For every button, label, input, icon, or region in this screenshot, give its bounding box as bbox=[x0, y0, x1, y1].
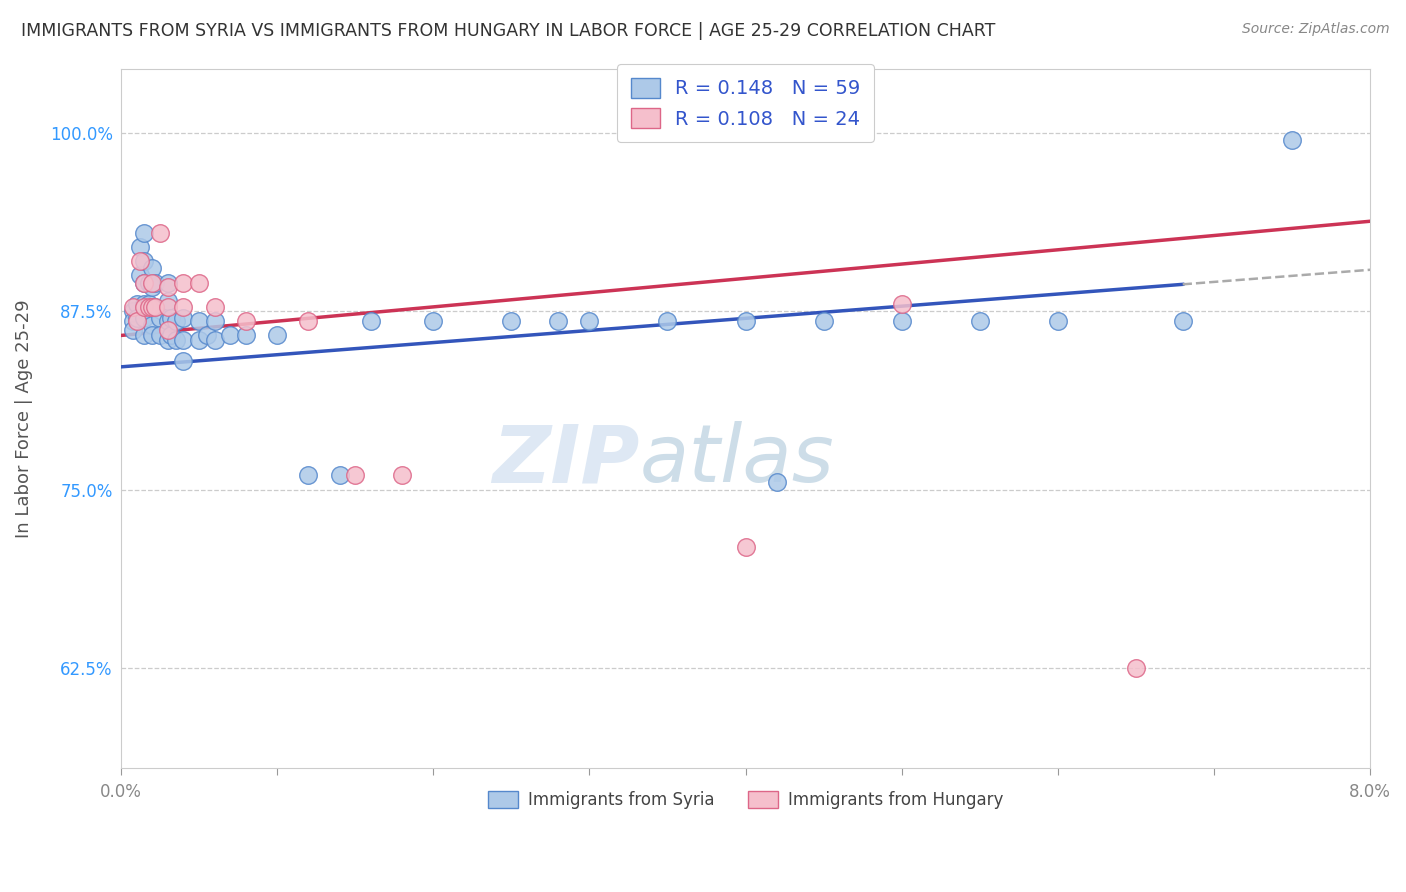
Point bbox=[204, 314, 226, 328]
Point bbox=[143, 300, 166, 314]
Point bbox=[578, 314, 600, 328]
Point bbox=[172, 311, 194, 326]
Point bbox=[141, 318, 163, 333]
Point bbox=[765, 475, 787, 490]
Point bbox=[138, 297, 160, 311]
Text: ZIP: ZIP bbox=[492, 421, 640, 500]
Point bbox=[134, 276, 156, 290]
Point bbox=[122, 300, 145, 314]
Text: atlas: atlas bbox=[640, 421, 834, 500]
Point bbox=[134, 254, 156, 268]
Point bbox=[195, 328, 218, 343]
Point bbox=[134, 311, 156, 326]
Point bbox=[128, 268, 150, 283]
Point bbox=[156, 314, 179, 328]
Point bbox=[297, 468, 319, 483]
Text: IMMIGRANTS FROM SYRIA VS IMMIGRANTS FROM HUNGARY IN LABOR FORCE | AGE 25-29 CORR: IMMIGRANTS FROM SYRIA VS IMMIGRANTS FROM… bbox=[21, 22, 995, 40]
Point bbox=[235, 328, 257, 343]
Point bbox=[657, 314, 679, 328]
Point bbox=[422, 314, 444, 328]
Point bbox=[165, 333, 187, 347]
Point bbox=[344, 468, 367, 483]
Legend: Immigrants from Syria, Immigrants from Hungary: Immigrants from Syria, Immigrants from H… bbox=[481, 784, 1010, 815]
Point bbox=[141, 300, 163, 314]
Point bbox=[266, 328, 288, 343]
Point bbox=[172, 333, 194, 347]
Point bbox=[204, 300, 226, 314]
Point bbox=[134, 226, 156, 240]
Point bbox=[360, 314, 382, 328]
Point bbox=[141, 276, 163, 290]
Point bbox=[172, 276, 194, 290]
Point bbox=[156, 333, 179, 347]
Point bbox=[141, 328, 163, 343]
Point bbox=[125, 311, 148, 326]
Point bbox=[235, 314, 257, 328]
Point bbox=[172, 300, 194, 314]
Point bbox=[156, 300, 179, 314]
Point bbox=[172, 354, 194, 368]
Point bbox=[734, 314, 756, 328]
Point bbox=[1171, 314, 1194, 328]
Point bbox=[134, 300, 156, 314]
Point bbox=[141, 280, 163, 294]
Point bbox=[219, 328, 242, 343]
Point bbox=[204, 333, 226, 347]
Point bbox=[143, 276, 166, 290]
Point bbox=[160, 328, 183, 343]
Point bbox=[156, 280, 179, 294]
Point bbox=[134, 328, 156, 343]
Point bbox=[122, 304, 145, 318]
Point bbox=[188, 333, 211, 347]
Point bbox=[165, 314, 187, 328]
Point bbox=[156, 294, 179, 309]
Point bbox=[188, 314, 211, 328]
Point bbox=[138, 276, 160, 290]
Point bbox=[128, 240, 150, 254]
Point bbox=[134, 297, 156, 311]
Point bbox=[149, 311, 172, 326]
Point bbox=[1125, 661, 1147, 675]
Point bbox=[149, 226, 172, 240]
Point bbox=[547, 314, 569, 328]
Point bbox=[143, 300, 166, 314]
Point bbox=[1046, 314, 1069, 328]
Point bbox=[149, 328, 172, 343]
Point bbox=[156, 276, 179, 290]
Point bbox=[138, 300, 160, 314]
Point bbox=[125, 297, 148, 311]
Point bbox=[125, 314, 148, 328]
Point bbox=[134, 276, 156, 290]
Point bbox=[734, 540, 756, 554]
Point bbox=[297, 314, 319, 328]
Point bbox=[1281, 133, 1303, 147]
Point bbox=[141, 300, 163, 314]
Point bbox=[122, 323, 145, 337]
Point bbox=[890, 297, 912, 311]
Y-axis label: In Labor Force | Age 25-29: In Labor Force | Age 25-29 bbox=[15, 299, 32, 538]
Point bbox=[141, 261, 163, 276]
Point bbox=[128, 254, 150, 268]
Point bbox=[890, 314, 912, 328]
Point bbox=[122, 314, 145, 328]
Point bbox=[156, 323, 179, 337]
Point bbox=[188, 276, 211, 290]
Point bbox=[329, 468, 352, 483]
Point bbox=[969, 314, 991, 328]
Text: Source: ZipAtlas.com: Source: ZipAtlas.com bbox=[1241, 22, 1389, 37]
Point bbox=[160, 311, 183, 326]
Point bbox=[813, 314, 835, 328]
Point bbox=[501, 314, 523, 328]
Point bbox=[391, 468, 413, 483]
